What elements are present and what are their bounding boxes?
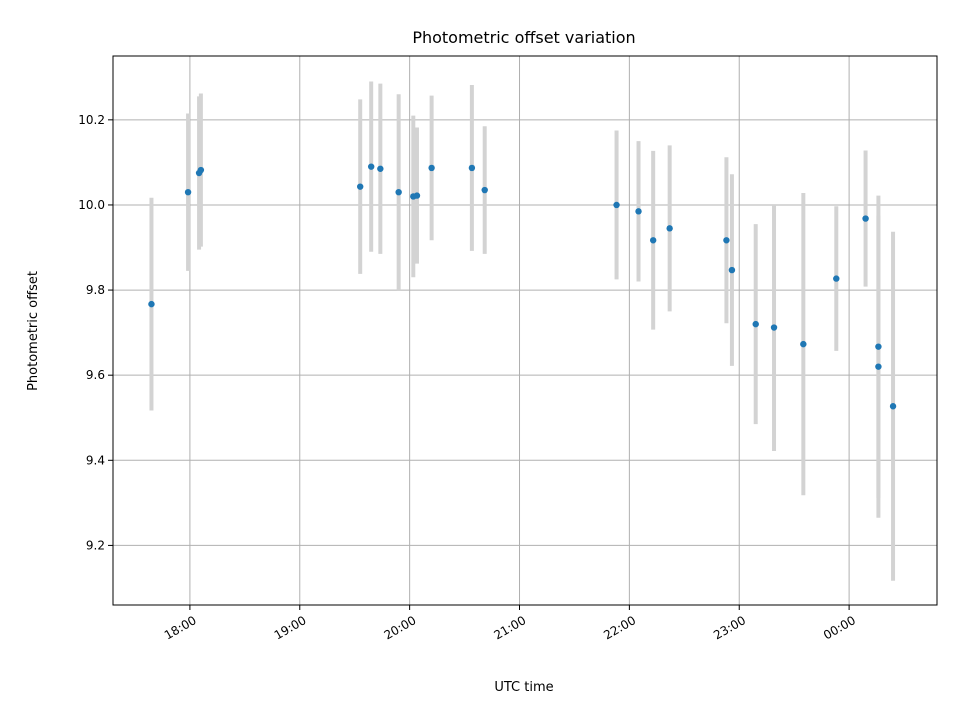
data-point [613, 201, 620, 209]
data-points [148, 163, 897, 410]
data-point [148, 300, 155, 308]
data-point [728, 266, 736, 274]
data-point [357, 183, 364, 190]
data-point [395, 188, 402, 196]
y-tick-label: 10.2 [78, 113, 105, 127]
data-point [413, 192, 421, 199]
data-point [875, 343, 882, 350]
y-tick-label: 9.4 [86, 453, 105, 467]
data-point [752, 320, 759, 328]
data-point [862, 215, 869, 222]
x-tick-label: 23:00 [711, 613, 748, 642]
y-tick-label: 9.2 [86, 538, 105, 552]
chart-title: Photometric offset variation [412, 28, 635, 47]
data-point [723, 237, 730, 244]
plot-frame [112, 55, 938, 606]
data-point [833, 275, 840, 282]
grid [113, 56, 937, 605]
x-tick-label: 00:00 [821, 613, 858, 642]
data-point [800, 340, 807, 348]
data-point [377, 165, 384, 172]
data-point [875, 363, 882, 370]
x-axis-ticks: 18:00 19:00 20:00 21:00 22:00 23:00 00:00 [162, 605, 858, 643]
y-tick-label: 9.6 [86, 368, 105, 382]
x-tick-label: 21:00 [491, 613, 528, 642]
data-point [367, 163, 375, 170]
x-tick-label: 18:00 [162, 613, 199, 642]
data-point [770, 324, 778, 331]
plot-area [113, 56, 937, 605]
data-point [481, 186, 488, 194]
x-axis-label: UTC time [494, 680, 553, 695]
data-point [428, 164, 435, 172]
data-point [468, 164, 476, 172]
data-point [635, 208, 642, 215]
y-axis-label: Photometric offset [26, 271, 41, 391]
data-point [889, 403, 897, 410]
x-tick-label: 19:00 [272, 613, 309, 642]
data-point [649, 237, 657, 244]
data-point [197, 166, 205, 174]
y-tick-label: 10.0 [78, 198, 105, 212]
data-point [666, 225, 673, 232]
y-axis-ticks: 9.2 9.4 9.6 9.8 10.0 10.2 [78, 113, 113, 552]
data-point [184, 188, 192, 196]
x-tick-label: 22:00 [601, 613, 638, 642]
y-tick-label: 9.8 [86, 283, 105, 297]
x-tick-label: 20:00 [382, 613, 419, 642]
